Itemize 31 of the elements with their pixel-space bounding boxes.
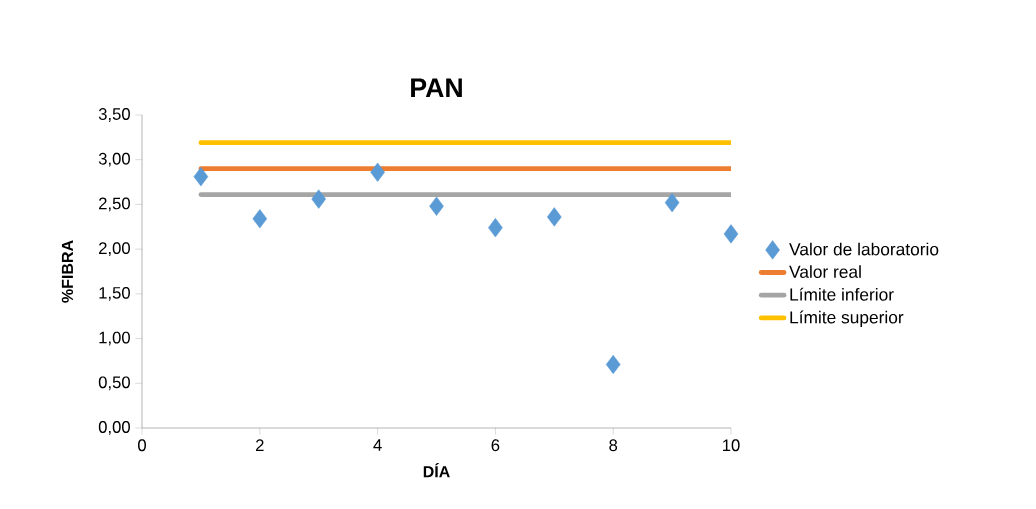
x-tick-label: 6	[491, 439, 500, 452]
y-tick-label: 1,00	[99, 331, 130, 346]
point	[723, 224, 739, 244]
point	[488, 218, 503, 238]
y-tick-label: 0,50	[98, 376, 130, 391]
chart-title: PAN	[411, 78, 462, 97]
legend-label: Límite superior	[790, 310, 904, 327]
point	[605, 354, 621, 375]
x-tick-label: 10	[723, 439, 740, 452]
x-tick-label: 0	[138, 439, 146, 452]
y-tick-label: 0,00	[98, 421, 130, 435]
y-tick-label: 2,00	[99, 242, 130, 257]
legend-label: Valor real	[789, 265, 861, 278]
y-axis-title: %FIBRA	[61, 240, 74, 303]
y-tick-label: 3,50	[98, 108, 130, 122]
legend-label: Límite inferior	[790, 287, 894, 301]
point	[547, 207, 562, 227]
y-tick-label: 3,00	[98, 152, 130, 167]
point	[664, 193, 680, 213]
point	[429, 196, 444, 216]
y-tick-label: 2,50	[99, 197, 130, 212]
point	[311, 189, 326, 209]
x-tick-label: 4	[373, 439, 382, 451]
point	[193, 167, 209, 187]
point	[370, 162, 385, 182]
y-tick-label: 1,50	[99, 286, 130, 301]
legend-label: Valor de laboratorio	[789, 242, 939, 256]
point	[252, 209, 268, 229]
x-tick-label: 2	[256, 439, 264, 451]
x-tick-label: 8	[609, 439, 618, 452]
x-axis-title: DÍA	[423, 462, 450, 478]
